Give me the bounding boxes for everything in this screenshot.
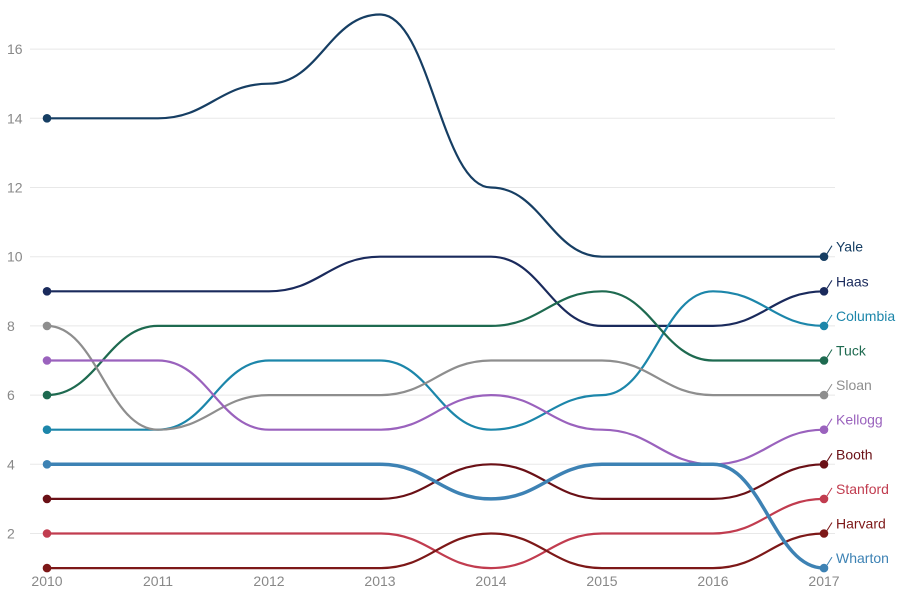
y-tick-label: 8 — [7, 318, 15, 334]
data-point-wharton — [42, 460, 52, 469]
data-point-stanford — [42, 529, 52, 538]
series-label-yale: Yale — [836, 239, 863, 255]
x-tick-label: 2010 — [31, 573, 62, 589]
series-lines — [45, 13, 826, 570]
data-point-booth — [42, 494, 52, 504]
series-label-sloan: Sloan — [836, 377, 872, 393]
series-line-yale — [45, 13, 826, 258]
series-label-kellogg: Kellogg — [836, 412, 883, 428]
label-leader — [826, 453, 833, 462]
label-leader — [826, 487, 833, 497]
label-leader — [826, 349, 833, 358]
data-point-stanford — [819, 494, 829, 504]
series-line-wharton — [45, 462, 826, 570]
series-line-kellogg — [45, 359, 826, 466]
y-tick-label: 6 — [7, 387, 15, 403]
series-label-harvard: Harvard — [836, 516, 886, 532]
data-point-kellogg — [42, 356, 52, 365]
label-leader — [826, 383, 833, 393]
series-points — [42, 114, 829, 573]
series-line-booth — [45, 463, 826, 501]
data-point-tuck — [42, 390, 52, 400]
y-tick-label: 2 — [7, 526, 15, 542]
label-leader — [826, 418, 833, 427]
data-point-columbia — [42, 425, 52, 435]
x-tick-label: 2017 — [808, 573, 839, 589]
data-point-columbia — [819, 321, 829, 331]
series-label-stanford: Stanford — [836, 481, 889, 497]
y-tick-label: 12 — [7, 180, 23, 196]
data-point-kellogg — [819, 425, 829, 435]
label-leader — [826, 314, 833, 324]
data-point-yale — [42, 114, 52, 123]
y-tick-label: 4 — [7, 456, 15, 472]
data-point-harvard — [819, 529, 829, 538]
y-tick-label: 14 — [7, 110, 23, 126]
series-label-tuck: Tuck — [836, 343, 867, 359]
x-tick-label: 2011 — [143, 573, 173, 589]
series-label-haas: Haas — [836, 273, 869, 289]
series-line-tuck — [45, 290, 826, 397]
label-leader — [826, 280, 833, 289]
data-point-yale — [819, 252, 829, 261]
series-label-columbia: Columbia — [836, 308, 895, 324]
series-label-booth: Booth — [836, 446, 873, 462]
data-point-booth — [819, 460, 829, 469]
x-tick-label: 2014 — [475, 573, 506, 589]
series-line-harvard — [45, 532, 826, 570]
label-leader — [826, 245, 833, 254]
y-tick-label: 16 — [7, 41, 23, 57]
label-leader — [826, 522, 833, 531]
x-tick-label: 2013 — [364, 573, 395, 589]
series-label-wharton: Wharton — [836, 550, 889, 566]
x-axis: 2010 2011 2012 2013 2014 2015 2016 2017 — [31, 573, 839, 589]
data-point-tuck — [819, 356, 829, 365]
series-line-stanford — [45, 497, 826, 570]
label-leader — [826, 556, 833, 566]
data-point-harvard — [42, 563, 52, 573]
x-tick-label: 2015 — [586, 573, 617, 589]
data-point-wharton — [819, 563, 829, 573]
series-labels: Yale Haas Columbia Tuck Sloan Kellogg Booth Sta… — [826, 239, 895, 566]
data-point-sloan — [42, 321, 52, 331]
x-tick-label: 2012 — [253, 573, 284, 589]
data-point-haas — [42, 287, 52, 296]
y-tick-label: 10 — [7, 249, 23, 265]
series-line-haas — [45, 255, 826, 327]
y-axis: 2 4 6 8 10 12 14 16 — [7, 41, 23, 541]
data-point-haas — [819, 287, 829, 296]
x-tick-label: 2016 — [697, 573, 728, 589]
data-point-sloan — [819, 390, 829, 400]
series-line-sloan — [45, 324, 826, 431]
